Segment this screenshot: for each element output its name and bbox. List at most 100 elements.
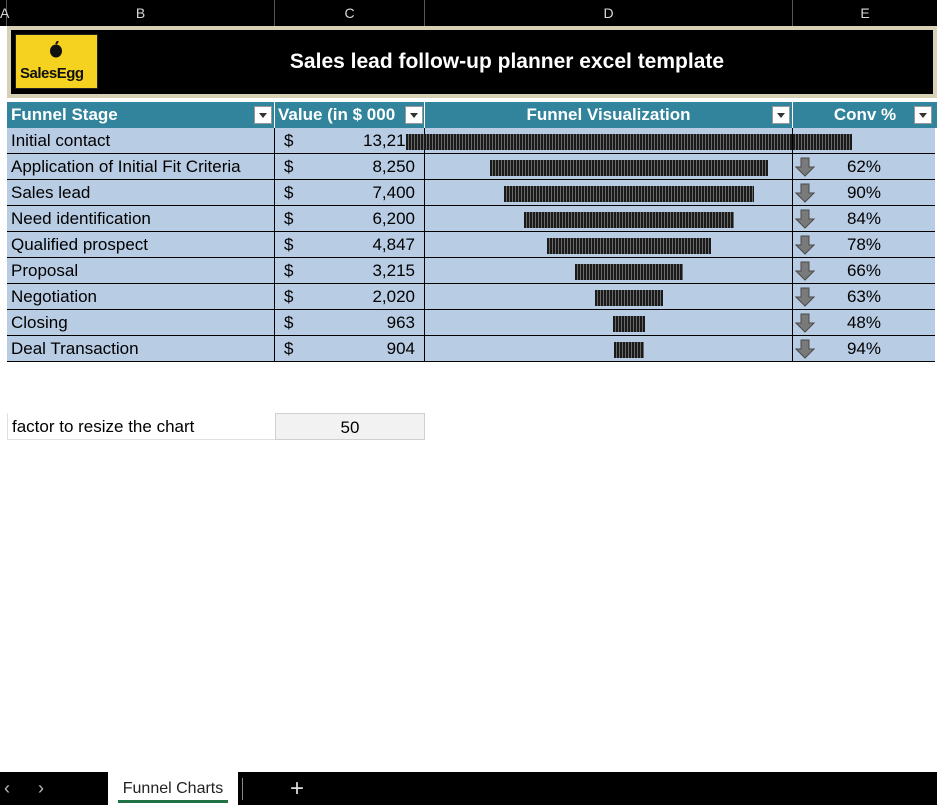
conversion-cell[interactable]: 62% [846,157,881,176]
value-cell[interactable]: 13,210 [363,131,415,150]
cell-border [792,232,793,258]
value-cell[interactable]: 7,400 [372,183,415,202]
header-value: Value (in $ 000 [275,102,425,128]
value-cell[interactable]: 8,250 [372,157,415,176]
page-title: Sales lead follow-up planner excel templ… [289,50,725,73]
cell-border [792,206,793,232]
cell-border [792,310,793,336]
header-conv: Conv % [793,102,937,128]
down-arrow-icon [795,339,815,359]
tab-divider [242,778,243,800]
column-header-d[interactable]: D [425,0,793,26]
funnel-bar [406,134,852,150]
column-header-a[interactable]: A [0,0,9,26]
funnel-bar [594,290,664,306]
value-cell[interactable]: 6,200 [372,209,415,228]
table-row: Deal Transaction $904 94% [7,336,935,362]
resize-factor-label: factor to resize the chart [7,413,275,440]
down-arrow-icon [795,157,815,177]
table-header-row: Funnel Stage Value (in $ 000 Funnel Visu… [7,102,937,128]
funnel-stage-cell[interactable]: Application of Initial Fit Criteria [11,157,241,176]
funnel-stage-cell[interactable]: Negotiation [11,287,98,306]
cell-border [274,180,275,206]
conversion-cell[interactable]: 48% [846,313,881,332]
table-row: Negotiation $2,020 63% [7,284,935,310]
cell-border [274,128,275,154]
cell-border [792,336,793,362]
logo-text: SalesEgg [20,65,84,82]
value-cell[interactable]: 963 [386,313,415,332]
table-row: Sales lead $7,400 90% [7,180,935,206]
currency-symbol: $ [284,235,294,254]
filter-dropdown-icon[interactable] [914,106,932,124]
cell-border [792,284,793,310]
conversion-cell[interactable]: 94% [846,339,881,358]
cell-border [274,154,275,180]
sheet-tab-label: Funnel Charts [122,780,224,797]
table-row: Proposal $3,215 66% [7,258,935,284]
table-row: Need identification $6,200 84% [7,206,935,232]
conversion-cell[interactable]: 78% [846,235,881,254]
next-sheet-icon[interactable]: › [38,778,44,798]
column-header-b[interactable]: B [7,0,275,26]
funnel-stage-cell[interactable]: Deal Transaction [11,339,139,358]
conversion-cell[interactable]: 63% [846,287,881,306]
column-header-bar: A B C D E [0,0,937,26]
currency-symbol: $ [284,261,294,280]
funnel-stage-cell[interactable]: Qualified prospect [11,235,149,254]
column-header-e[interactable]: E [860,5,870,21]
add-sheet-button[interactable]: + [290,775,305,802]
table-row: Closing $963 48% [7,310,935,336]
table-row: Application of Initial Fit Criteria $8,25… [7,154,935,180]
filter-dropdown-icon[interactable] [405,106,423,124]
sheet-tab-funnel-charts[interactable]: Funnel Charts [108,772,238,805]
cell-border [274,206,275,232]
funnel-bar [524,212,734,228]
funnel-bar [574,264,684,280]
title-banner: SalesEgg Sales lead follow-up planner ex… [7,26,937,98]
currency-symbol: $ [284,183,294,202]
cell-border [424,232,425,258]
cell-border [792,154,793,180]
funnel-stage-cell[interactable]: Sales lead [11,183,91,202]
cell-border [792,258,793,284]
cell-border [274,232,275,258]
down-arrow-icon [795,235,815,255]
header-funnel-visualization-label: Funnel Visualization [526,105,691,124]
header-funnel-stage-label: Funnel Stage [11,105,118,124]
column-header-c[interactable]: C [275,0,425,26]
filter-dropdown-icon[interactable] [772,106,790,124]
currency-symbol: $ [284,339,294,358]
funnel-stage-cell[interactable]: Closing [11,313,68,332]
cell-border [274,284,275,310]
cell-border [274,336,275,362]
active-tab-underline [118,800,228,803]
funnel-bar [547,238,711,254]
currency-symbol: $ [284,131,294,150]
title-banner-inner: SalesEgg Sales lead follow-up planner ex… [11,30,933,94]
header-funnel-stage: Funnel Stage [7,102,275,128]
funnel-bar [612,316,646,332]
value-cell[interactable]: 2,020 [372,287,415,306]
resize-factor-input[interactable]: 50 [275,413,425,440]
value-cell[interactable]: 3,215 [372,261,415,280]
cell-border [424,180,425,206]
logo: SalesEgg [15,34,98,89]
conversion-cell[interactable]: 66% [846,261,881,280]
cell-border [424,336,425,362]
table-row: Qualified prospect $4,847 78% [7,232,935,258]
filter-dropdown-icon[interactable] [254,106,272,124]
conversion-cell[interactable]: 90% [846,183,881,202]
cell-border [424,206,425,232]
prev-sheet-icon[interactable]: ‹ [4,778,10,798]
value-cell[interactable]: 904 [386,339,415,358]
funnel-stage-cell[interactable]: Proposal [11,261,79,280]
funnel-bar [489,160,769,176]
value-cell[interactable]: 4,847 [372,235,415,254]
funnel-stage-cell[interactable]: Initial contact [11,131,111,150]
currency-symbol: $ [284,287,294,306]
funnel-stage-cell[interactable]: Need identification [11,209,151,228]
header-value-label: Value (in $ 000 [278,105,396,124]
currency-symbol: $ [284,209,294,228]
conversion-cell[interactable]: 84% [846,209,881,228]
